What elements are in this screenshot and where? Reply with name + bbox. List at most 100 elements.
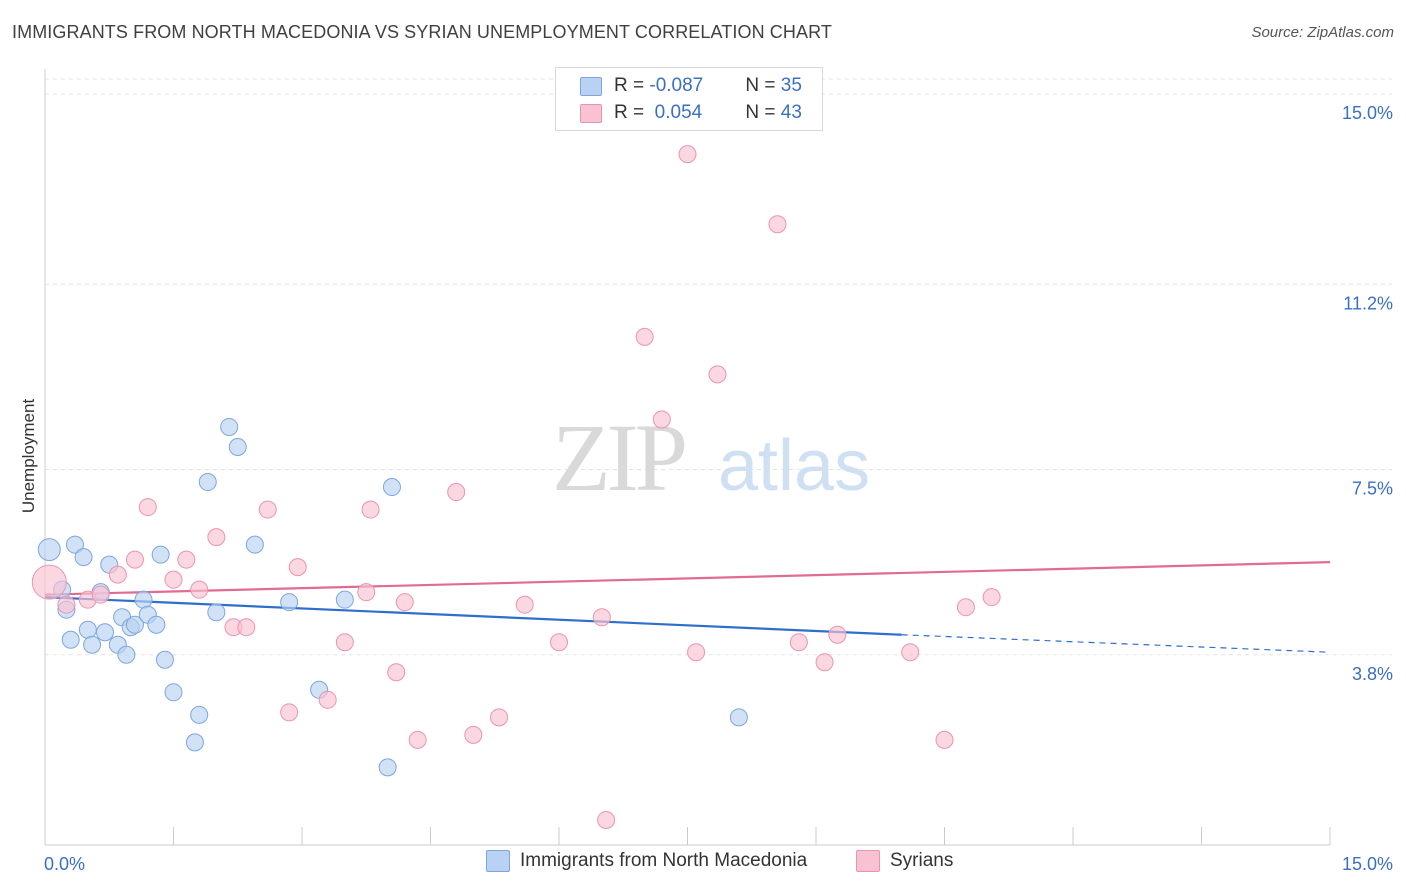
point-syrians	[789, 633, 808, 652]
point-syrians	[387, 663, 406, 682]
legend-item-label: Syrians	[890, 850, 954, 871]
point-syrians	[138, 498, 157, 517]
point-syrians	[177, 550, 196, 569]
y-tick-label: 15.0%	[1342, 103, 1393, 123]
point-syrians	[395, 593, 414, 612]
point-syrians	[768, 215, 787, 234]
point-macedonia	[228, 437, 247, 456]
point-macedonia	[125, 615, 144, 634]
point-syrians	[550, 633, 568, 652]
point-macedonia	[190, 705, 209, 724]
point-syrians	[31, 564, 67, 600]
source-label: Source: ZipAtlas.com	[1251, 24, 1394, 41]
point-macedonia	[78, 620, 97, 639]
x-tick-label: 0.0%	[44, 854, 85, 874]
tick-labels: 3.8% 7.5% 11.2% 15.0% 0.0% 15.0%	[44, 103, 1393, 874]
point-macedonia	[155, 650, 174, 669]
point-syrians	[815, 653, 834, 672]
y-tick-label: 11.2%	[1343, 293, 1393, 313]
point-syrians	[592, 608, 611, 627]
legend-r-label: R =	[614, 102, 650, 123]
data-points	[31, 145, 1001, 829]
legend-item-macedonia[interactable]: Immigrants from North Macedonia	[486, 850, 807, 872]
legend-row-macedonia: R = -0.087 N = 35	[580, 74, 802, 98]
point-macedonia	[378, 758, 397, 777]
point-syrians	[708, 365, 727, 384]
series-legend: Immigrants from North Macedonia Syrians	[0, 850, 1406, 880]
legend-swatch-blue	[580, 76, 602, 96]
trend-line-macedonia	[44, 596, 902, 636]
point-syrians	[164, 570, 183, 589]
point-syrians	[318, 690, 337, 709]
point-syrians	[652, 410, 671, 429]
y-tick-label: 3.8%	[1352, 664, 1393, 684]
point-syrians	[190, 580, 209, 599]
point-macedonia	[220, 417, 239, 436]
legend-n-value: 43	[780, 102, 802, 123]
point-syrians	[57, 595, 76, 614]
point-syrians	[288, 558, 307, 577]
point-syrians	[207, 528, 226, 547]
point-syrians	[935, 730, 954, 749]
y-axis-label: Unemployment	[19, 399, 38, 514]
legend-n-label: N =	[745, 75, 781, 96]
legend-row-syrians: R = 0.054 N = 43	[580, 101, 802, 125]
watermark-atlas: atlas	[718, 426, 870, 506]
legend-n-label: N =	[745, 102, 781, 123]
legend-swatch-pink	[856, 850, 880, 872]
point-macedonia	[185, 733, 204, 752]
point-macedonia	[117, 645, 136, 664]
point-syrians	[687, 643, 706, 662]
point-syrians	[91, 585, 110, 604]
trend-line-syrians	[44, 561, 1331, 596]
point-macedonia	[382, 478, 401, 497]
trend-line-macedonia-extension	[901, 634, 1331, 653]
point-syrians	[828, 625, 847, 644]
point-syrians	[408, 730, 427, 749]
chart-title: IMMIGRANTS FROM NORTH MACEDONIA VS SYRIA…	[12, 22, 832, 42]
legend-item-label: Immigrants from North Macedonia	[520, 850, 808, 871]
legend-item-syrians[interactable]: Syrians	[856, 850, 953, 872]
trend-lines	[44, 561, 1331, 653]
point-syrians	[361, 500, 380, 519]
point-macedonia	[95, 623, 114, 642]
x-tick-label: 15.0%	[1342, 854, 1393, 874]
point-macedonia	[729, 708, 748, 727]
legend-swatch-blue	[486, 850, 510, 872]
point-syrians	[597, 810, 616, 829]
axes	[44, 69, 1331, 846]
point-syrians	[490, 708, 509, 727]
point-syrians	[357, 583, 376, 602]
point-macedonia	[280, 593, 299, 612]
point-syrians	[464, 725, 483, 744]
legend-r-value: 0.054	[649, 102, 703, 123]
point-syrians	[258, 500, 277, 519]
point-macedonia	[74, 548, 93, 567]
point-macedonia	[83, 635, 102, 654]
point-syrians	[515, 595, 534, 614]
point-macedonia	[151, 545, 170, 564]
point-syrians	[237, 618, 256, 637]
point-syrians	[447, 483, 466, 502]
point-syrians	[280, 703, 299, 722]
point-syrians	[901, 643, 920, 662]
point-macedonia	[61, 630, 80, 649]
point-syrians	[956, 598, 975, 617]
point-macedonia	[147, 615, 166, 634]
correlation-legend: R = -0.087 N = 35 R = 0.054 N = 43	[555, 67, 823, 131]
point-syrians	[335, 633, 354, 652]
legend-r-value: -0.087	[649, 75, 704, 96]
point-macedonia	[207, 603, 226, 622]
legend-swatch-pink	[580, 103, 602, 123]
point-macedonia	[164, 683, 183, 702]
y-tick-label: 7.5%	[1352, 479, 1393, 499]
point-macedonia	[134, 590, 153, 609]
legend-n-value: 35	[780, 75, 802, 96]
point-macedonia	[65, 535, 84, 554]
point-macedonia	[335, 590, 354, 609]
point-macedonia	[245, 535, 264, 554]
point-syrians	[635, 327, 654, 346]
legend-r-label: R =	[614, 75, 650, 96]
point-syrians	[108, 565, 127, 584]
point-syrians	[982, 588, 1001, 607]
